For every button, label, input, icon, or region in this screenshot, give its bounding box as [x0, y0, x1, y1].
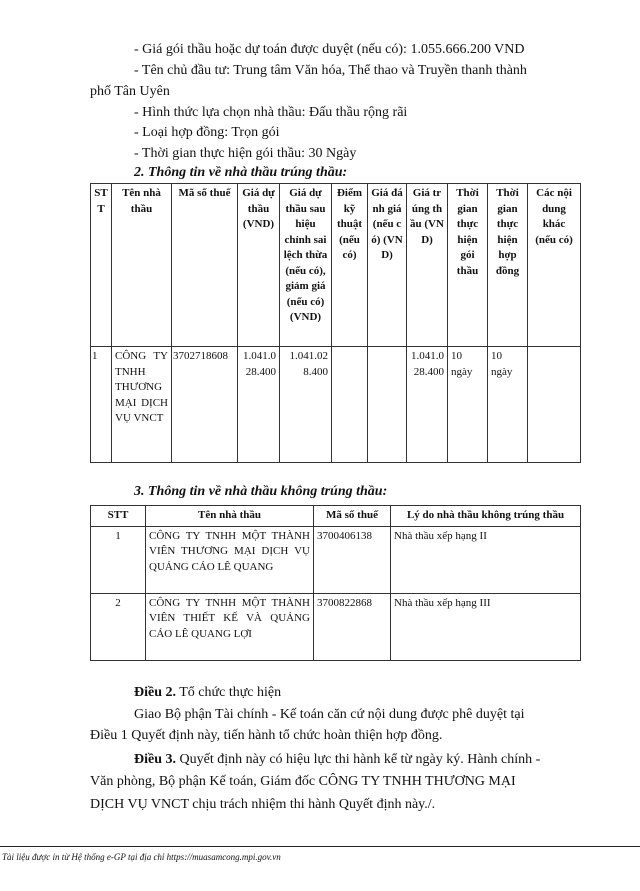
section3-title: 3. Thông tin về nhà thầu không trúng thầ…	[134, 484, 388, 499]
col-bid-price: Giá dự thầu (VND)	[237, 183, 280, 347]
article2-body1: Giao Bộ phận Tài chính - Kế toán căn cứ …	[134, 707, 525, 722]
article3-body2: Văn phòng, Bộ phận Kế toán, Giám đốc CÔN…	[90, 774, 516, 789]
col-name: Tên nhà thầu	[111, 183, 172, 347]
table-header-row: STT Tên nhà thầu Mã số thuế Lý do nhà th…	[90, 505, 581, 527]
col-other: Các nội dung khác (nếu có)	[527, 183, 581, 347]
footer-note: Tài liệu được in từ Hệ thống e-GP tại đị…	[2, 852, 281, 862]
investor-line-cont: phố Tân Uyên	[90, 84, 170, 99]
article2-body2: Điều 1 Quyết định này, tiến hành tổ chức…	[90, 728, 443, 743]
col-win-price: Giá trúng thầu (VND)	[406, 183, 448, 347]
cell-tax: 3702718608	[171, 346, 238, 463]
table-header-row: STT Tên nhà thầu Mã số thuế Giá dự thầu …	[90, 183, 581, 347]
cell-other	[527, 346, 581, 463]
col-tech-score: Điểm kỹ thuật (nếu có)	[331, 183, 368, 347]
col-eval-price: Giá đánh giá (nếu có) (VND)	[367, 183, 407, 347]
table-row: 1 CÔNG TY TNHH MỘT THÀNH VIÊN THƯƠNG MẠI…	[90, 525, 581, 594]
cell-eval-price	[367, 346, 407, 463]
col-tax: Mã số thuế	[313, 505, 391, 527]
winning-bidder-table: STT Tên nhà thầu Mã số thuế Giá dự thầu …	[90, 183, 581, 463]
col-stt: STT	[90, 183, 112, 347]
cell-reason: Nhà thầu xếp hạng III	[390, 592, 581, 661]
duration-line: - Thời gian thực hiện gói thầu: 30 Ngày	[134, 146, 357, 161]
cell-stt: 2	[90, 592, 146, 661]
cell-stt: 1	[90, 525, 146, 594]
cell-contract-time: 10 ngày	[487, 346, 528, 463]
cell-bid-price: 1.041.028.400	[237, 346, 280, 463]
cell-name: CÔNG TY TNHH MỘT THÀNH VIÊN THƯƠNG MẠI D…	[145, 525, 314, 594]
cell-win-price: 1.041.028.400	[406, 346, 448, 463]
col-contract-time: Thời gian thực hiện hợp đồng	[487, 183, 528, 347]
cell-tax: 3700406138	[313, 525, 391, 594]
article2-label: Điều 2.	[134, 685, 176, 700]
contract-type-line: - Loại hợp đồng: Trọn gói	[134, 125, 280, 140]
cell-name: CÔNG TY TNHH THƯƠNG MẠI DỊCH VỤ VNCT	[111, 346, 172, 463]
col-package-time: Thời gian thực hiện gói thầu	[447, 183, 488, 347]
cell-package-time: 10 ngày	[447, 346, 488, 463]
footer-divider	[0, 846, 640, 847]
article2-title: Tổ chức thực hiện	[176, 685, 282, 700]
table-row: 2 CÔNG TY TNHH MỘT THÀNH VIÊN THIẾT KẾ V…	[90, 592, 581, 661]
col-reason: Lý do nhà thầu không trúng thầu	[390, 505, 581, 527]
col-name: Tên nhà thầu	[145, 505, 314, 527]
article2-heading: Điều 2. Tổ chức thực hiện	[134, 683, 281, 703]
cell-name: CÔNG TY TNHH MỘT THÀNH VIÊN THIẾT KẾ VÀ …	[145, 592, 314, 661]
col-adjusted-price: Giá dự thầu sau hiệu chỉnh sai lệch thừa…	[279, 183, 332, 347]
cell-reason: Nhà thầu xếp hạng II	[390, 525, 581, 594]
article3-line1: Điều 3. Quyết định này có hiệu lực thi h…	[134, 750, 540, 770]
article3-body1: Quyết định này có hiệu lực thi hành kể t…	[176, 752, 541, 767]
selection-method-line: - Hình thức lựa chọn nhà thầu: Đấu thầu …	[134, 105, 408, 120]
col-stt: STT	[90, 505, 146, 527]
cell-stt: 1	[90, 346, 112, 463]
losing-bidder-table: STT Tên nhà thầu Mã số thuế Lý do nhà th…	[90, 505, 581, 661]
cell-adjusted-price: 1.041.028.400	[279, 346, 332, 463]
investor-line: - Tên chủ đầu tư: Trung tâm Văn hóa, Thể…	[134, 63, 527, 78]
cell-tax: 3700822868	[313, 592, 391, 661]
table-row: 1 CÔNG TY TNHH THƯƠNG MẠI DỊCH VỤ VNCT 3…	[90, 346, 581, 463]
section2-title: 2. Thông tin về nhà thầu trúng thầu:	[134, 165, 348, 180]
article3-body3: DỊCH VỤ VNCT chịu trách nhiệm thi hành Q…	[90, 797, 436, 812]
col-tax: Mã số thuế	[171, 183, 238, 347]
package-price-line: - Giá gói thầu hoặc dự toán được duyệt (…	[134, 42, 525, 57]
cell-tech-score	[331, 346, 368, 463]
article3-label: Điều 3.	[134, 752, 176, 767]
